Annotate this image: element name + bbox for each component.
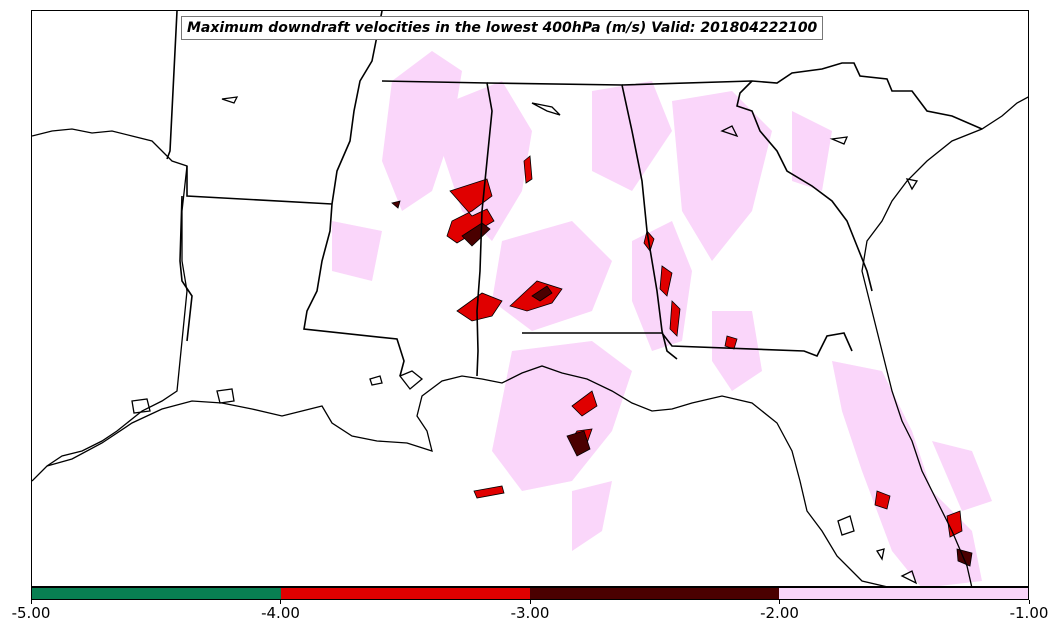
colorbar-tick (1028, 600, 1030, 604)
colorbar-tick (30, 600, 32, 604)
colorbar-tick-label: -2.00 (760, 604, 799, 622)
colorbar-tick (779, 600, 780, 604)
map-title: Maximum downdraft velocities in the lowe… (181, 16, 824, 40)
colorbar-segment (530, 588, 779, 599)
colorbar-tick-label: -3.00 (510, 604, 550, 622)
colorbar-segment (32, 588, 281, 599)
state-borders (166, 11, 983, 377)
downdraft-weak-shading (332, 51, 992, 586)
map-panel (31, 10, 1029, 587)
colorbar-tick-label: -5.00 (11, 604, 51, 622)
colorbar-tick-label: -1.00 (1009, 604, 1049, 622)
colorbar-tick (280, 600, 281, 604)
colorbar-segment (281, 588, 530, 599)
map-canvas (32, 11, 1028, 586)
colorbar-tick (529, 600, 531, 604)
colorbar-segment (779, 588, 1028, 599)
colorbar (31, 587, 1029, 600)
downdraft-strong-cores (391, 155, 973, 567)
colorbar-tick-label: -4.00 (261, 604, 300, 622)
coastlines (32, 96, 1028, 586)
